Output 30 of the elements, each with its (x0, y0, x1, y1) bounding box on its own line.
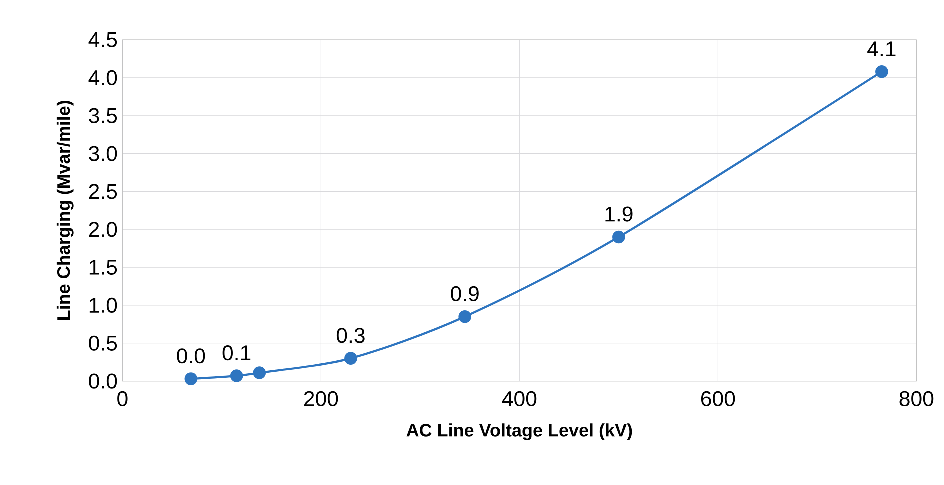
point (253, 366, 266, 380)
data-label: 0.0 (177, 348, 206, 364)
data-label: 4.1 (868, 42, 896, 56)
point (344, 352, 358, 365)
x-tick-label: 600 (701, 391, 736, 406)
y-tick-label: 3.0 (89, 146, 118, 162)
point (612, 230, 626, 244)
y-tick-label: 1.0 (90, 298, 118, 313)
y-tick-label: 1.5 (90, 260, 118, 275)
data-label: 1.9 (606, 206, 633, 222)
y-tick-label: 2.5 (89, 184, 118, 200)
x-tick-label: 0 (118, 391, 128, 406)
y-axis-title: Line Charging (Mvar/mile) (56, 100, 74, 320)
x-tick-label: 800 (900, 391, 934, 406)
point (184, 372, 198, 386)
x-axis-title: AC Line Voltage Level (kV) (406, 423, 632, 440)
point (876, 65, 888, 78)
data-label: 0.9 (451, 286, 479, 302)
point (458, 310, 472, 324)
point (230, 369, 244, 382)
data-label: 0.1 (222, 345, 251, 360)
data-label: 0.3 (336, 328, 365, 344)
y-tick-label: 2.0 (89, 222, 118, 238)
y-tick-label: 4.5 (88, 32, 118, 48)
x-tick-label: 200 (304, 391, 338, 406)
x-tick-label: 400 (502, 391, 537, 406)
y-tick-label: 0.0 (89, 374, 118, 389)
y-tick-label: 3.5 (89, 108, 118, 124)
y-tick-label: 4.0 (88, 70, 118, 86)
y-tick-label: 0.5 (89, 336, 118, 351)
